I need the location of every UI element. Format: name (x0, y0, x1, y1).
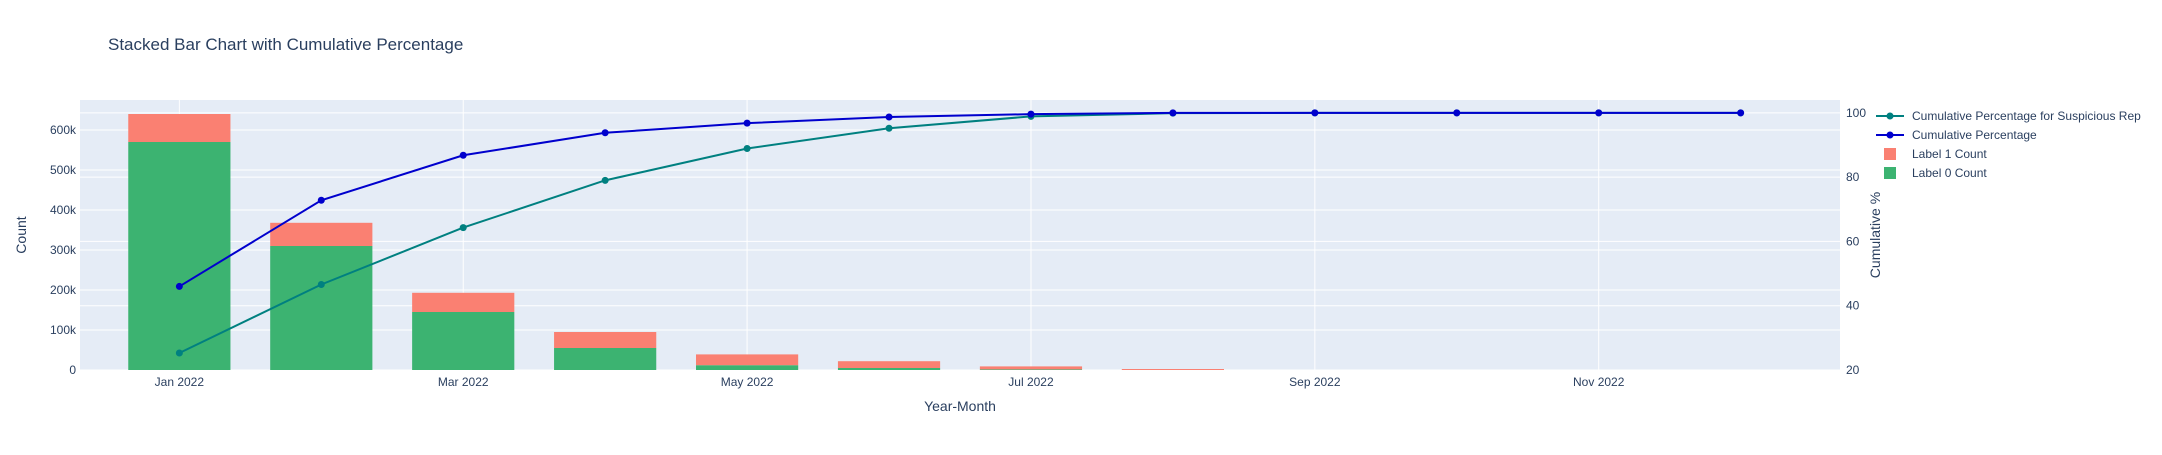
legend-label: Cumulative Percentage for Suspicious Rep (1912, 109, 2141, 123)
y2-tick-label: 40 (1846, 299, 1860, 313)
point-cumulative (885, 113, 893, 121)
y2-tick-label: 60 (1846, 234, 1860, 248)
point-cumulative-suspicious (885, 124, 893, 132)
bar-label-0 (837, 368, 941, 370)
point-cumulative (317, 196, 325, 204)
point-cumulative-suspicious (317, 281, 325, 288)
grid-lines (80, 100, 1840, 371)
chart-title: Stacked Bar Chart with Cumulative Percen… (108, 35, 463, 54)
point-cumulative (1737, 109, 1745, 117)
legend-bar-swatch (1884, 167, 1896, 179)
y-axis-ticks: 0 100k 200k 300k 400k 500k 600k (50, 123, 77, 377)
y2-tick-label: 20 (1846, 363, 1860, 377)
y-tick-label: 400k (50, 203, 77, 217)
bar-label-1 (837, 361, 941, 368)
legend[interactable]: Cumulative Percentage for Suspicious Rep… (1876, 109, 2141, 180)
y-tick-label: 500k (50, 163, 77, 177)
x-tick-label: May 2022 (721, 375, 774, 389)
x-tick-label: Jan 2022 (155, 375, 205, 389)
legend-bar-swatch (1884, 148, 1896, 160)
y2-axis-title: Cumulative % (1867, 192, 1883, 278)
lines-layer (175, 109, 1745, 357)
x-tick-label: Mar 2022 (438, 375, 489, 389)
x-axis-title: Year-Month (924, 398, 996, 414)
bar-label-0 (554, 348, 657, 370)
y-tick-label: 300k (50, 243, 77, 257)
bar-label-1 (1121, 369, 1224, 370)
x-tick-label: Nov 2022 (1573, 375, 1625, 389)
point-cumulative (601, 129, 609, 137)
bars-layer (128, 114, 1224, 370)
bar-label-0 (270, 246, 373, 370)
legend-label: Label 1 Count (1912, 147, 1987, 161)
y-tick-label: 600k (50, 123, 77, 137)
x-axis-ticks: Jan 2022 Mar 2022 May 2022 Jul 2022 Sep 2022… (155, 375, 1625, 389)
y-axis-title: Count (13, 216, 29, 253)
point-cumulative (743, 119, 751, 127)
legend-marker (1886, 112, 1894, 120)
point-cumulative (1169, 109, 1177, 117)
legend-item[interactable]: Label 1 Count (1884, 147, 1987, 161)
y2-tick-label: 80 (1846, 170, 1860, 184)
point-cumulative-suspicious (175, 349, 183, 357)
bar-label-0 (979, 369, 1083, 370)
legend-label: Label 0 Count (1912, 166, 1987, 180)
point-cumulative (459, 151, 467, 159)
point-cumulative (1453, 109, 1461, 117)
x-tick-label: Jul 2022 (1008, 375, 1054, 389)
y2-tick-label: 100 (1846, 106, 1866, 120)
legend-item[interactable]: Label 0 Count (1884, 166, 1987, 180)
x-tick-label: Sep 2022 (1289, 375, 1341, 389)
plot-area (80, 100, 1840, 370)
point-cumulative (1027, 110, 1035, 118)
bar-label-1 (696, 354, 799, 366)
bar-label-1 (979, 366, 1083, 370)
bar-label-1 (270, 222, 373, 246)
bar-label-0 (696, 365, 799, 370)
point-cumulative (175, 282, 183, 290)
y-tick-label: 200k (50, 283, 77, 297)
point-cumulative-suspicious (601, 176, 609, 184)
point-cumulative (1311, 109, 1319, 117)
y2-axis-ticks: 20 40 60 80 100 (1846, 106, 1866, 377)
bar-label-1 (128, 114, 231, 142)
bar-label-0 (412, 312, 515, 370)
bar-label-1 (412, 292, 515, 312)
bar-label-0 (128, 142, 231, 370)
line-cumulative (178, 111, 1741, 288)
point-cumulative-suspicious (743, 145, 751, 153)
legend-item[interactable]: Cumulative Percentage for Suspicious Rep (1876, 109, 2141, 123)
y-tick-label: 0 (69, 363, 76, 377)
point-cumulative (1595, 109, 1603, 117)
legend-label: Cumulative Percentage (1912, 128, 2037, 142)
legend-marker (1886, 131, 1894, 139)
legend-item[interactable]: Cumulative Percentage (1876, 128, 2037, 142)
bar-label-1 (554, 332, 657, 348)
point-cumulative-suspicious (459, 224, 467, 232)
y-tick-label: 100k (50, 323, 77, 337)
